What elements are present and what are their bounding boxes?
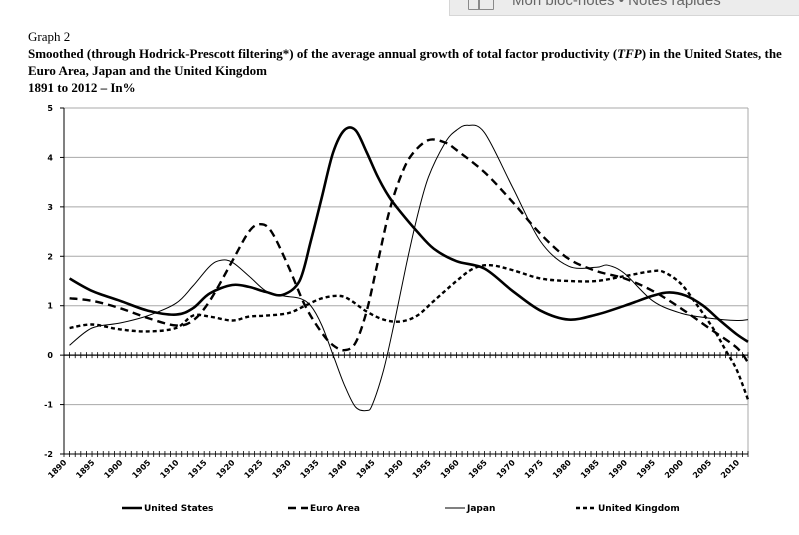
y-tick-label: 1 — [47, 302, 53, 311]
x-tick-label: 1980 — [551, 458, 573, 480]
x-tick-label: 1905 — [130, 458, 152, 480]
title-part-2: ) in the United States, the Euro Area, J… — [28, 46, 782, 78]
chart-title: Smoothed (through Hodrick-Prescott filte… — [28, 45, 788, 79]
x-tick-label: 2000 — [663, 458, 685, 480]
legend-label: United Kingdom — [598, 504, 680, 514]
x-tick-label: 1965 — [467, 458, 489, 480]
legend-label: Japan — [466, 504, 495, 514]
x-tick-label: 1995 — [635, 458, 657, 480]
browser-notes-bar[interactable]: Mon bloc-notes • Notes rapides — [449, 0, 799, 16]
legend-label: Euro Area — [310, 504, 360, 514]
legend: United States Euro Area Japan United Kingdo… — [122, 504, 680, 514]
notes-label: Mon bloc-notes • Notes rapides — [512, 0, 721, 9]
x-tick-label: 1990 — [607, 458, 629, 480]
x-tick-label: 1960 — [439, 458, 461, 480]
x-tick-label: 1930 — [271, 458, 293, 480]
y-tick-label: -1 — [44, 401, 53, 410]
y-tick-label: 3 — [47, 203, 53, 212]
graph-label: Graph 2 — [28, 29, 71, 44]
x-tick-label: 1890 — [46, 458, 68, 480]
x-tick-label: 1900 — [102, 458, 124, 480]
x-tick-label: 1970 — [495, 458, 517, 480]
x-tick-label: 1920 — [215, 458, 237, 480]
chart-subtitle: 1891 to 2012 – In% — [28, 80, 136, 95]
series-line-japan — [69, 124, 749, 412]
x-tick-label: 1985 — [579, 458, 601, 480]
y-tick-label: 5 — [47, 104, 53, 113]
x-tick-label: 2010 — [719, 458, 741, 480]
chart-heading: Graph 2 Smoothed (through Hodrick-Presco… — [28, 28, 788, 96]
x-tick-label: 1940 — [327, 458, 349, 480]
y-tick-label: -2 — [44, 450, 53, 459]
x-tick-label: 1910 — [158, 458, 180, 480]
x-tick-label: 1915 — [186, 458, 208, 480]
y-tick-label: 2 — [47, 252, 53, 261]
x-tick-label: 1975 — [523, 458, 545, 480]
grid-lines — [64, 107, 749, 454]
notebook-icon — [468, 0, 494, 10]
series-lines — [68, 124, 750, 412]
x-tick-label: 2005 — [691, 458, 713, 480]
x-tick-label: 1945 — [355, 458, 377, 480]
x-tick-label: 1925 — [243, 458, 265, 480]
legend-label: United States — [144, 504, 213, 514]
x-tick-label: 1935 — [299, 458, 321, 480]
title-part-1: Smoothed (through Hodrick-Prescott filte… — [28, 46, 618, 61]
series-line-euro-area — [69, 138, 749, 364]
series-line-united-states — [68, 126, 749, 343]
y-tick-label: 0 — [47, 351, 53, 360]
y-tick-label: 4 — [47, 153, 53, 162]
x-tick-label: 1955 — [411, 458, 433, 480]
title-tfp: TFP — [617, 46, 642, 61]
series-line-united-kingdom — [69, 263, 750, 401]
x-tick-label: 1895 — [74, 458, 96, 480]
x-tick-label: 1950 — [383, 458, 405, 480]
